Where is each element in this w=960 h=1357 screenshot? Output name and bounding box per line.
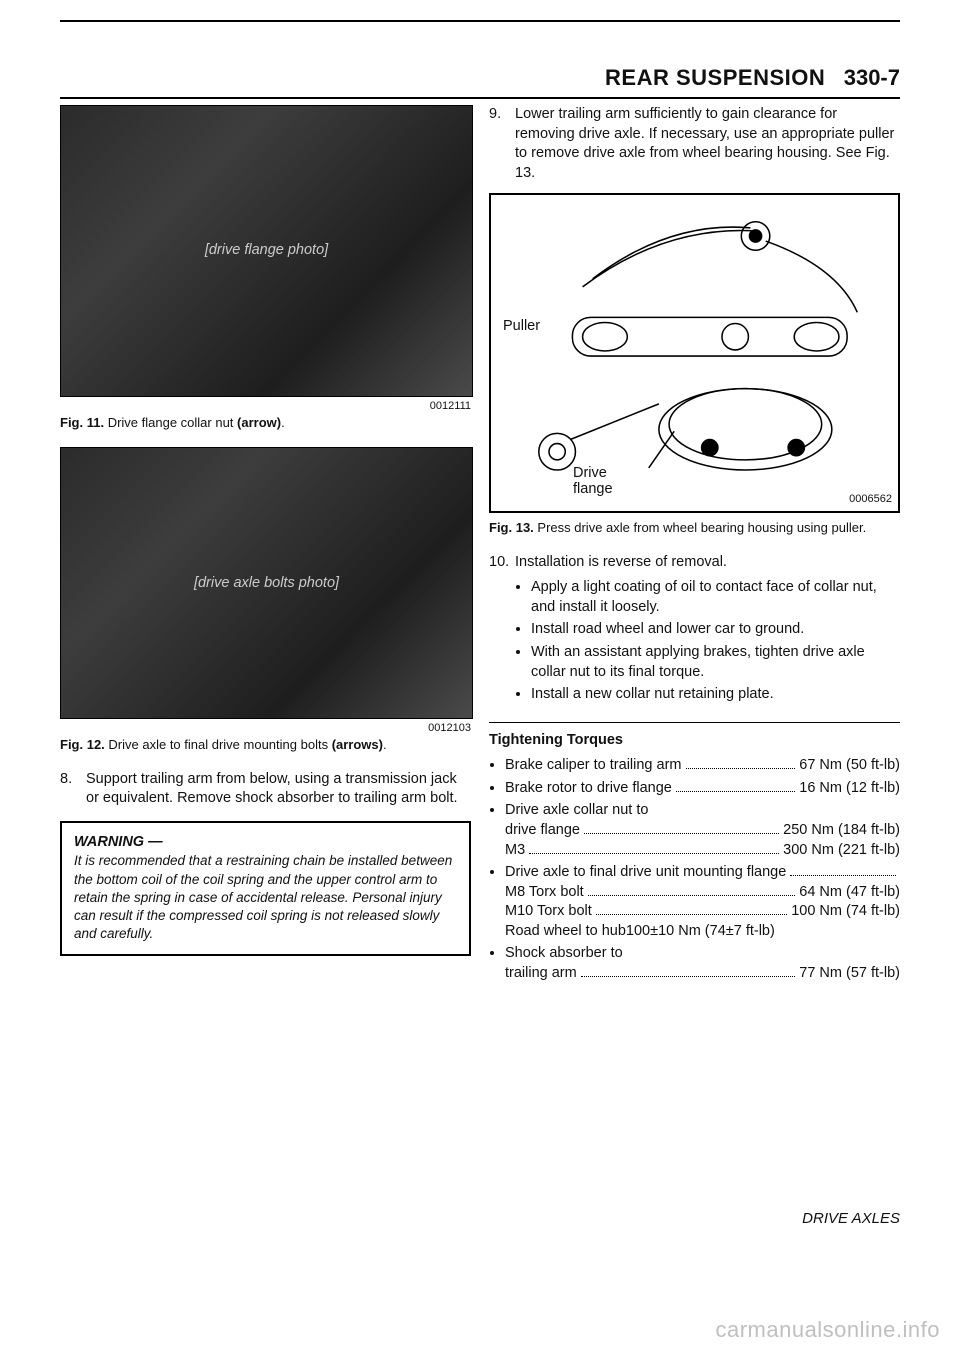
footer-section: DRIVE AXLES xyxy=(802,1210,900,1227)
dots xyxy=(676,791,795,792)
step-9-text: Lower trailing arm sufficiently to gain … xyxy=(515,105,900,183)
section-header: REAR SUSPENSION 330-7 xyxy=(60,65,900,99)
dots xyxy=(529,853,779,854)
torque-collar-sub0-label: drive flange xyxy=(505,821,580,841)
torques-rule xyxy=(489,722,900,723)
step-10-num: 10. xyxy=(489,553,515,708)
dots xyxy=(584,833,779,834)
fig12-tail: . xyxy=(383,737,387,752)
fig11-bold: (arrow) xyxy=(237,415,281,430)
page: REAR SUSPENSION 330-7 [drive flange phot… xyxy=(0,0,960,1357)
dots xyxy=(790,875,896,876)
torque-mount-sub1-label: M10 Torx bolt xyxy=(505,902,592,922)
torque-shock: Shock absorber to trailing arm 77 Nm (57… xyxy=(505,944,900,983)
warning-box: WARNING — It is recommended that a restr… xyxy=(60,821,471,956)
fig13-text: Press drive axle from wheel bearing hous… xyxy=(534,520,866,535)
torque-collar-label: Drive axle collar nut to xyxy=(505,802,648,818)
left-steps: 8. Support trailing arm from below, usin… xyxy=(60,770,471,809)
torque-mount-tail: Road wheel to hub100±10 Nm (74±7 ft-lb) xyxy=(505,922,900,942)
dots xyxy=(581,976,796,977)
torque-mount-label: Drive axle to final drive unit mounting … xyxy=(505,863,786,883)
fig12-placeholder: [drive axle bolts photo] xyxy=(194,574,339,594)
fig11-tail: . xyxy=(281,415,285,430)
step-9: 9. Lower trailing arm sufficiently to ga… xyxy=(489,105,900,183)
diagram-label-puller: Puller xyxy=(503,317,540,337)
fig11-caption: Fig. 11. Drive flange collar nut (arrow)… xyxy=(60,414,471,432)
left-column: [drive flange photo] 0012111 Fig. 11. Dr… xyxy=(60,105,471,1297)
watermark: carmanualsonline.info xyxy=(715,1317,940,1343)
torque-row-1-value: 16 Nm (12 ft-lb) xyxy=(799,779,900,799)
torque-row-0: Brake caliper to trailing arm 67 Nm (50 … xyxy=(505,756,900,776)
warning-body: It is recommended that a restraining cha… xyxy=(74,852,457,943)
fig12-bold: (arrows) xyxy=(332,737,383,752)
right-steps-bottom: 10. Installation is reverse of removal. … xyxy=(489,553,900,708)
torque-shock-sub0-label: trailing arm xyxy=(505,964,577,984)
step-10: 10. Installation is reverse of removal. … xyxy=(489,553,900,708)
dots xyxy=(588,895,796,896)
step-8: 8. Support trailing arm from below, usin… xyxy=(60,770,471,809)
fig11-photo: [drive flange photo] xyxy=(60,105,473,397)
step-8-num: 8. xyxy=(60,770,86,809)
right-column: 9. Lower trailing arm sufficiently to ga… xyxy=(489,105,900,1297)
dots xyxy=(596,914,787,915)
step-10-bullets: Apply a light coating of oil to contact … xyxy=(515,578,900,704)
torque-row-1: Brake rotor to drive flange 16 Nm (12 ft… xyxy=(505,779,900,799)
torque-collar: Drive axle collar nut to drive flange 25… xyxy=(505,801,900,860)
torque-shock-label: Shock absorber to xyxy=(505,945,623,961)
torque-list: Brake caliper to trailing arm 67 Nm (50 … xyxy=(489,756,900,983)
fig12-label: Fig. 12. xyxy=(60,737,105,752)
torque-mount-sub0-value: 64 Nm (47 ft-lb) xyxy=(799,883,900,903)
step-10-bullet-1: Install road wheel and lower car to grou… xyxy=(531,620,900,640)
torque-row-0-value: 67 Nm (50 ft-lb) xyxy=(799,756,900,776)
fig12-code: 0012103 xyxy=(60,721,471,736)
torque-row-0-label: Brake caliper to trailing arm xyxy=(505,756,682,776)
step-8-text: Support trailing arm from below, using a… xyxy=(86,770,471,809)
fig12-caption: Fig. 12. Drive axle to final drive mount… xyxy=(60,736,471,754)
fig12-text: Drive axle to final drive mounting bolts xyxy=(105,737,332,752)
torque-mount-sub1-value: 100 Nm (74 ft-lb) xyxy=(791,902,900,922)
warning-title: WARNING — xyxy=(74,833,457,853)
right-steps-top: 9. Lower trailing arm sufficiently to ga… xyxy=(489,105,900,183)
torque-mount-sub0-label: M8 Torx bolt xyxy=(505,883,584,903)
step-10-bullet-3: Install a new collar nut retaining plate… xyxy=(531,685,900,705)
fig13-svg xyxy=(491,195,898,511)
fig11-text: Drive flange collar nut xyxy=(104,415,237,430)
torque-shock-sub0-value: 77 Nm (57 ft-lb) xyxy=(799,964,900,984)
fig12-photo: [drive axle bolts photo] xyxy=(60,447,473,719)
diagram-code: 0006562 xyxy=(849,492,892,507)
section-title: REAR SUSPENSION xyxy=(605,65,825,90)
fig11-label: Fig. 11. xyxy=(60,415,104,430)
fig11-placeholder: [drive flange photo] xyxy=(205,241,328,261)
torque-mount: Drive axle to final drive unit mounting … xyxy=(505,863,900,941)
torques-title: Tightening Torques xyxy=(489,731,900,751)
step-10-text: Installation is reverse of removal. xyxy=(515,554,727,570)
step-10-body: Installation is reverse of removal. Appl… xyxy=(515,553,900,708)
torque-collar-sub1-value: 300 Nm (221 ft-lb) xyxy=(783,841,900,861)
step-10-bullet-2: With an assistant applying brakes, tight… xyxy=(531,643,900,682)
step-10-bullet-0: Apply a light coating of oil to contact … xyxy=(531,578,900,617)
fig11-code: 0012111 xyxy=(60,399,471,414)
torque-row-1-label: Brake rotor to drive flange xyxy=(505,779,672,799)
fig13-caption: Fig. 13. Press drive axle from wheel bea… xyxy=(489,519,900,537)
top-rule xyxy=(60,20,900,22)
step-9-num: 9. xyxy=(489,105,515,183)
page-number: 330-7 xyxy=(844,65,900,90)
fig13-label: Fig. 13. xyxy=(489,520,534,535)
diagram-label-flange: flange xyxy=(573,480,613,500)
torque-collar-sub0-value: 250 Nm (184 ft-lb) xyxy=(783,821,900,841)
fig13-diagram: Puller Drive flange 0006562 xyxy=(489,193,900,513)
dots xyxy=(686,768,796,769)
columns: [drive flange photo] 0012111 Fig. 11. Dr… xyxy=(60,105,900,1297)
torque-collar-sub1-label: M3 xyxy=(505,841,525,861)
